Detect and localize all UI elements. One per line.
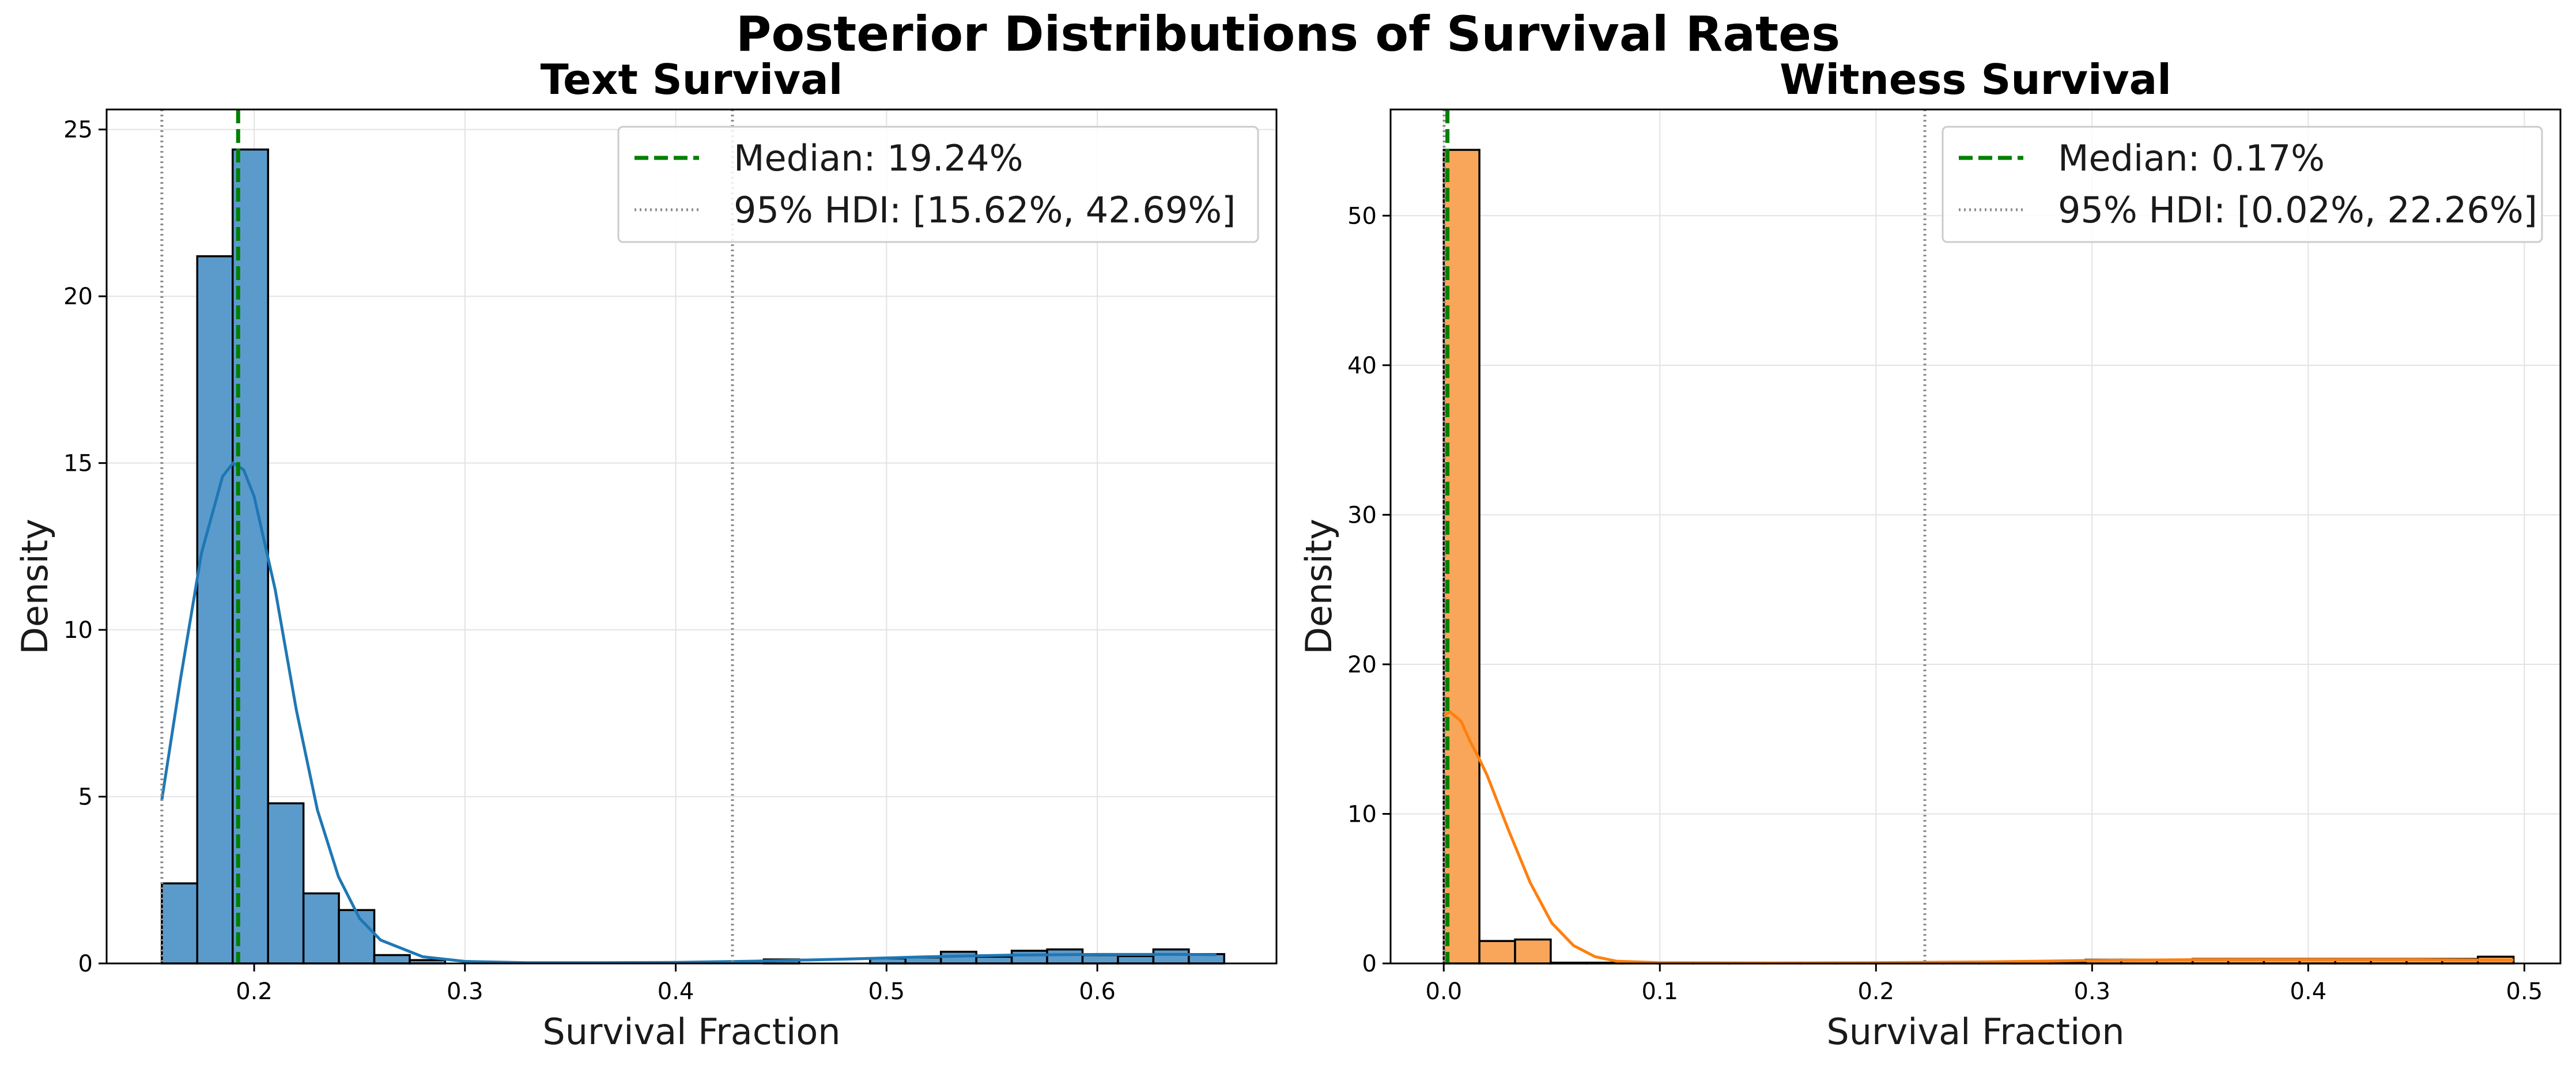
text-survival-ytick-label: 0	[78, 951, 93, 977]
witness-survival-ytick-label: 20	[1347, 652, 1377, 678]
witness-survival-legend-label-median: Median: 0.17%	[2058, 137, 2325, 179]
witness-survival-histogram-bar	[1478, 940, 1516, 965]
text-survival-ytick-label: 5	[78, 784, 93, 811]
text-survival-histogram-bar	[975, 955, 1013, 965]
text-survival-histogram-bar	[267, 802, 305, 965]
text-survival-histogram-bar	[196, 255, 234, 965]
witness-survival-ytick-label: 30	[1347, 502, 1377, 528]
text-survival-legend: Median: 19.24% 95% HDI: [15.62%, 42.69%]	[617, 126, 1259, 243]
witness-survival-histogram-bar	[1514, 938, 1552, 965]
witness-survival-ytick-label: 40	[1347, 353, 1377, 379]
text-survival-histogram-bar	[1117, 955, 1155, 965]
text-survival-axes-frame	[105, 108, 1278, 965]
text-survival-histogram-bar	[1046, 948, 1084, 965]
text-survival-xlabel: Survival Fraction	[542, 1011, 840, 1053]
witness-survival-ytick-label: 10	[1347, 801, 1377, 827]
text-survival-xtick-label: 0.3	[447, 978, 484, 1005]
witness-survival-xtick-label: 0.2	[1857, 978, 1894, 1005]
text-survival-ytick-label: 20	[63, 283, 93, 310]
text-survival-xtick-label: 0.5	[868, 978, 905, 1005]
text-survival-legend-box	[617, 126, 1259, 243]
witness-survival-xtick-label: 0.0	[1425, 978, 1462, 1005]
witness-survival-ytick-label: 0	[1362, 951, 1377, 977]
witness-survival-title: Witness Survival	[1780, 55, 2171, 104]
text-survival-title: Text Survival	[541, 55, 843, 104]
text-survival-xtick-label: 0.6	[1079, 978, 1116, 1005]
text-survival-legend-label-median: Median: 19.24%	[734, 137, 1023, 179]
witness-survival-legend: Median: 0.17% 95% HDI: [0.02%, 22.26%]	[1942, 126, 2543, 243]
witness-survival-kde-line	[1443, 710, 2514, 965]
witness-survival-xlabel: Survival Fraction	[1826, 1011, 2124, 1053]
figure-suptitle: Posterior Distributions of Survival Rate…	[736, 6, 1840, 62]
text-survival-histogram-bar	[1081, 954, 1119, 965]
text-survival-histogram-bar	[1152, 948, 1190, 965]
text-survival-ytick-label: 10	[63, 617, 93, 644]
witness-survival-histogram-bar	[1442, 149, 1480, 965]
witness-survival-legend-label-hdi: 95% HDI: [0.02%, 22.26%]	[2058, 189, 2537, 231]
text-survival-histogram-bar	[373, 954, 411, 965]
witness-survival-ylabel: Density	[1298, 519, 1340, 655]
text-survival-legend-label-hdi: 95% HDI: [15.62%, 42.69%]	[734, 189, 1236, 231]
text-survival-histogram-bar	[1010, 950, 1048, 965]
witness-survival-axes-frame	[1389, 108, 2562, 965]
text-survival-ytick-label: 25	[63, 117, 93, 143]
text-survival-histogram-bar	[338, 909, 376, 965]
text-survival-xtick-label: 0.4	[658, 978, 694, 1005]
text-survival-kde-line	[160, 461, 1217, 965]
witness-survival-xtick-label: 0.4	[2290, 978, 2327, 1005]
text-survival-histogram-bar	[161, 882, 199, 965]
text-survival-ylabel: Density	[14, 519, 56, 655]
witness-survival-xtick-label: 0.1	[1641, 978, 1678, 1005]
witness-survival-legend-box	[1942, 126, 2543, 243]
text-survival-panel: Text Survival Survival Fraction Density …	[14, 55, 1278, 1053]
witness-survival-panel: Witness Survival Survival Fraction Densi…	[1298, 55, 2562, 1053]
text-survival-ytick-label: 15	[63, 451, 93, 477]
witness-survival-xtick-label: 0.3	[2074, 978, 2111, 1005]
text-survival-histogram-bar	[302, 892, 340, 965]
witness-survival-xtick-label: 0.5	[2506, 978, 2543, 1005]
witness-survival-ytick-label: 50	[1347, 203, 1377, 229]
text-survival-xtick-label: 0.2	[236, 978, 273, 1005]
